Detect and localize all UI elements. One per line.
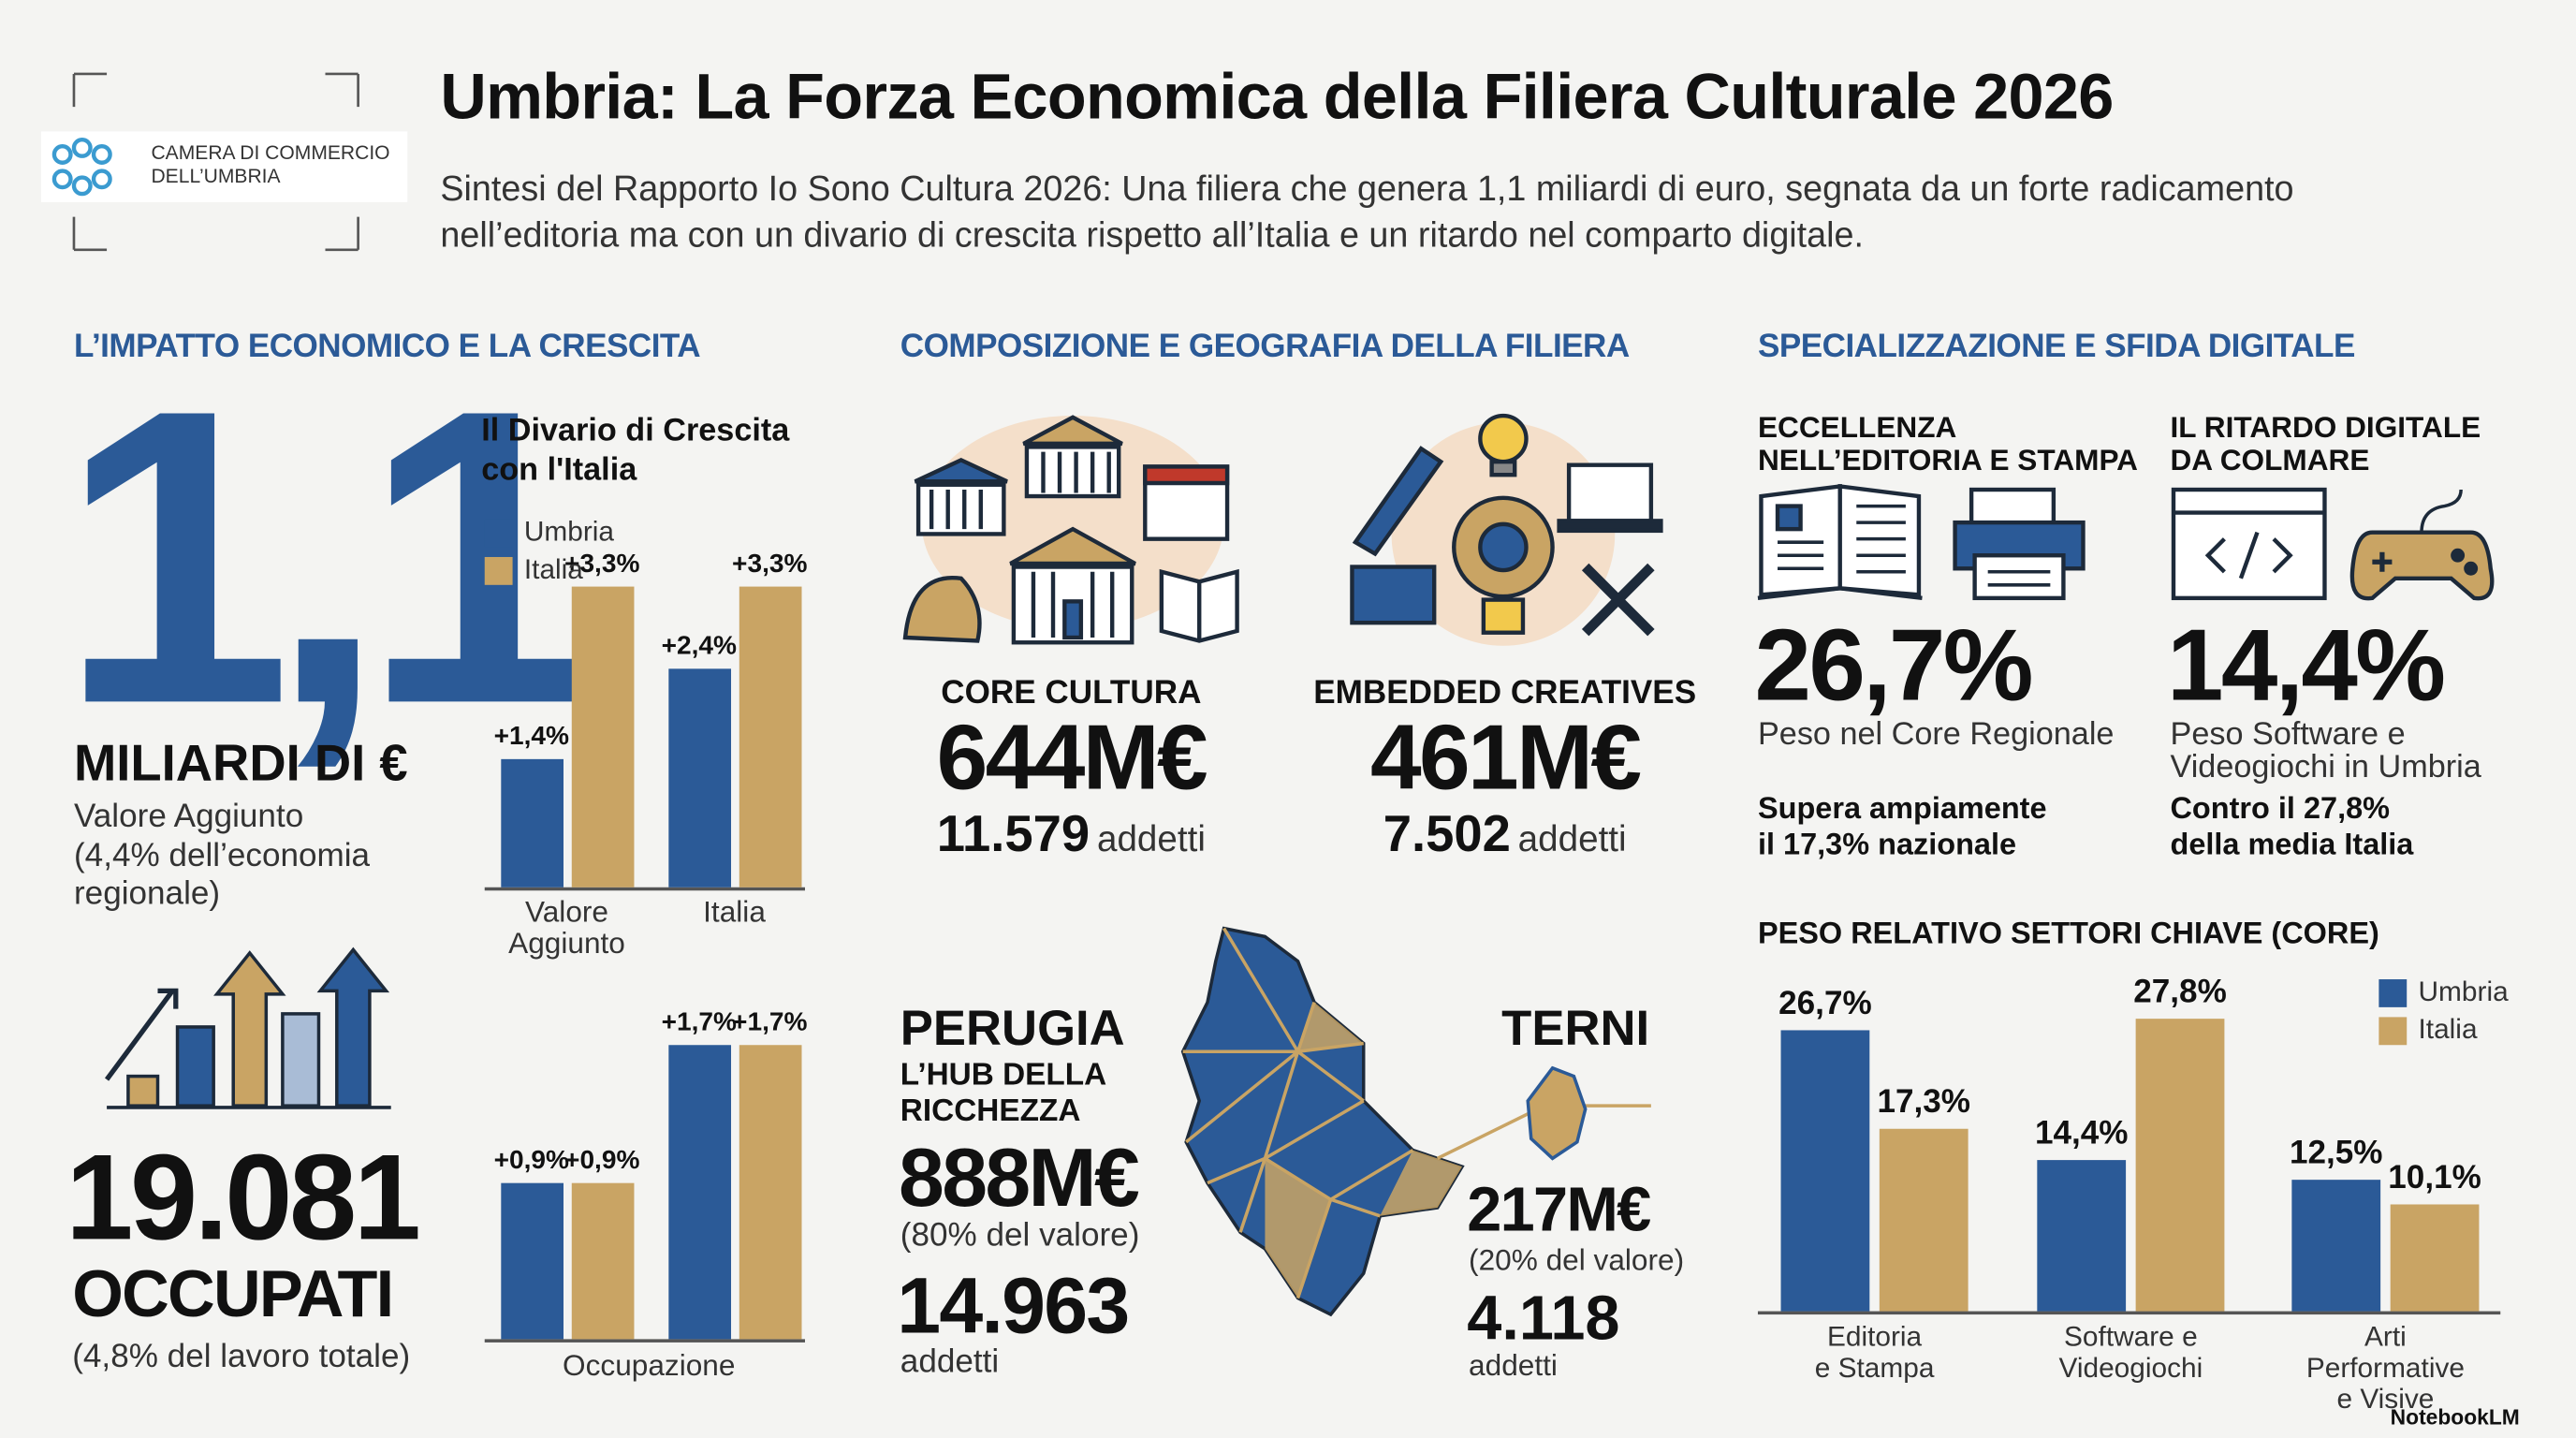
block-count-unit: addetti: [1096, 818, 1206, 859]
legend-swatch: [2378, 979, 2408, 1007]
value-label: +1,7%: [661, 1008, 737, 1037]
logo-box: [40, 131, 408, 202]
block-value: 644M€: [936, 704, 1208, 809]
legend-swatch: [484, 519, 513, 548]
value-label: 12,5%: [2289, 1135, 2383, 1172]
card-caption: Peso nel Core Regionale: [1757, 716, 2115, 753]
value-label: +0,9%: [493, 1147, 569, 1176]
block-label: CORE CULTURA: [941, 675, 1202, 712]
card-title: IL RITARDO DIGITALE DA COLMARE: [2170, 410, 2481, 477]
value-label: +1,4%: [493, 723, 569, 752]
jobs-unit: OCCUPATI: [72, 1258, 394, 1331]
x-tick-label: Arti Performative e Visive: [2305, 1321, 2465, 1416]
legend-label: Italia: [523, 553, 583, 585]
x-tick-label: Software e Videogiochi: [2058, 1321, 2203, 1384]
logo-frame: [72, 72, 359, 252]
card-note: Supera ampiamente il 17,3% nazionale: [1757, 790, 2047, 861]
bar: [667, 668, 731, 888]
province-name: PERUGIA: [900, 1002, 1125, 1057]
block-count: 11.579: [936, 804, 1090, 863]
legend-swatch: [2378, 1017, 2408, 1046]
baseline: [1757, 1311, 2501, 1314]
baseline: [484, 1339, 805, 1343]
baseline: [484, 887, 805, 890]
x-tick-label: Editoria e Stampa: [1814, 1321, 1935, 1384]
value-label: +3,3%: [732, 550, 808, 579]
value-label: +0,9%: [564, 1147, 640, 1176]
x-tick-label: Valore Aggiunto: [508, 895, 625, 960]
block-count: 7.502: [1383, 804, 1511, 863]
creative-icons: [1350, 413, 1663, 646]
province-count: 4.118: [1467, 1284, 1620, 1355]
x-tick-label: Italia: [703, 895, 766, 929]
value-label: 10,1%: [2388, 1160, 2481, 1197]
footer-brand: NotebookLM: [2390, 1404, 2520, 1430]
province-share: (80% del valore): [900, 1217, 1140, 1255]
block-label: EMBEDDED CREATIVES: [1313, 675, 1697, 712]
legend-label: Umbria: [2418, 976, 2509, 1007]
province-count-unit: addetti: [1469, 1348, 1558, 1383]
value-label: 14,4%: [2034, 1115, 2129, 1152]
bar: [1879, 1129, 1969, 1312]
value-label: 17,3%: [1877, 1084, 1970, 1122]
value-label: +3,3%: [564, 550, 640, 579]
logo-mark: [51, 137, 112, 197]
card-value: 26,7%: [1754, 609, 2033, 724]
chart-title: Il Divario di Crescita con l'Italia: [481, 412, 790, 489]
card-value: 14,4%: [2166, 609, 2446, 724]
bar: [2135, 1019, 2225, 1312]
print-icons: [1757, 484, 2086, 601]
block-count-row: 7.502 addetti: [1383, 805, 1627, 864]
culture-icons: [902, 415, 1239, 645]
chart-title: PESO RELATIVO SETTORI CHIAVE (CORE): [1757, 915, 2379, 950]
jobs-value: 19.081: [66, 1128, 421, 1266]
bar: [2291, 1180, 2381, 1312]
bar: [570, 586, 634, 888]
legend-label: Italia: [2418, 1013, 2478, 1046]
bar: [500, 759, 564, 888]
bar: [667, 1045, 731, 1340]
bar: [2390, 1205, 2480, 1312]
bar: [738, 586, 801, 888]
province-share: (20% del valore): [1469, 1243, 1685, 1277]
section-heading: L’IMPATTO ECONOMICO E LA CRESCITA: [73, 329, 701, 365]
legend-swatch: [484, 556, 513, 585]
province-value: 888M€: [899, 1132, 1140, 1225]
value-label: 26,7%: [1778, 986, 1872, 1022]
block-count-unit: addetti: [1517, 818, 1627, 859]
province-count: 14.963: [897, 1263, 1130, 1351]
title: Umbria: La Forza Economica della Filiera…: [440, 62, 2114, 134]
card-caption: Peso Software e Videogiochi in Umbria: [2170, 716, 2481, 785]
block-count-row: 11.579 addetti: [937, 805, 1206, 864]
province-count-unit: addetti: [900, 1343, 1000, 1381]
province-value: 217M€: [1467, 1176, 1651, 1246]
legend-label: Umbria: [523, 516, 615, 548]
jobs-note: (4,8% del lavoro totale): [72, 1339, 411, 1376]
bar: [738, 1045, 801, 1340]
section-heading: SPECIALIZZAZIONE E SFIDA DIGITALE: [1757, 329, 2355, 365]
big-note: Valore Aggiunto (4,4% dell’economia regi…: [73, 798, 371, 913]
province-name: TERNI: [1501, 1002, 1650, 1057]
bar: [2037, 1159, 2127, 1312]
logo-text: CAMERA DI COMMERCIO DELL’UMBRIA: [151, 140, 390, 188]
section-heading: COMPOSIZIONE E GEOGRAFIA DELLA FILIERA: [900, 329, 1630, 365]
digital-icons: [2171, 487, 2495, 601]
subtitle: Sintesi del Rapporto Io Sono Cultura 202…: [440, 169, 2294, 256]
value-label: +2,4%: [661, 632, 737, 661]
bar: [500, 1183, 564, 1340]
card-title: ECCELLENZA NELL’EDITORIA E STAMPA: [1757, 410, 2139, 477]
bar: [570, 1183, 634, 1340]
umbria-map: [1180, 926, 1651, 1317]
big-unit: MILIARDI DI €: [73, 734, 408, 792]
bar: [1780, 1030, 1870, 1312]
block-value: 461M€: [1369, 704, 1642, 809]
value-label: +1,7%: [732, 1008, 808, 1037]
province-tagline: L’HUB DELLA RICCHEZZA: [900, 1058, 1107, 1129]
card-note: Contro il 27,8% della media Italia: [2170, 790, 2414, 861]
growth-icon: [104, 946, 391, 1109]
value-label: 27,8%: [2133, 974, 2227, 1011]
x-axis-label: Occupazione: [563, 1348, 736, 1383]
